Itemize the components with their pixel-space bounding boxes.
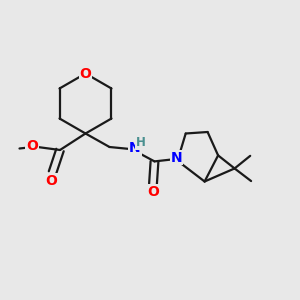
Text: O: O <box>26 139 38 153</box>
Text: H: H <box>136 136 146 149</box>
Text: N: N <box>171 151 182 164</box>
Text: O: O <box>80 67 92 80</box>
Text: O: O <box>45 174 57 188</box>
Text: N: N <box>129 142 141 155</box>
Text: O: O <box>148 185 160 199</box>
